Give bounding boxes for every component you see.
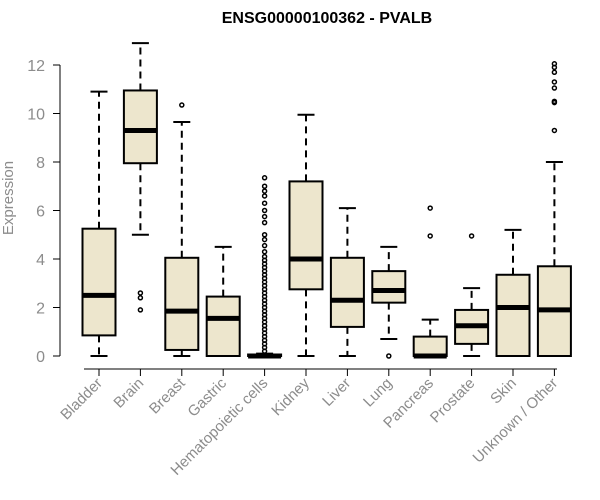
box-group [412,205,448,359]
y-tick-label: 4 [36,252,45,269]
outlier-point [261,200,268,206]
outlier-point [551,98,558,105]
y-tick-label: 6 [36,204,45,221]
outlier-point [551,85,558,91]
outlier-point [468,233,475,239]
outlier-point [261,253,268,260]
outlier-point [137,307,144,313]
box-group [454,233,490,357]
box-group [288,113,324,357]
box [164,256,200,351]
outlier-point [551,69,558,76]
y-tick-label: 8 [36,155,45,172]
outlier-point [261,242,268,249]
y-tick-label: 2 [36,301,45,318]
outlier-point [261,236,268,243]
x-tick-label: Prostate [427,375,479,427]
outlier-point [261,248,268,255]
box-group [205,245,241,357]
chart-title: ENSG00000100362 - PVALB [222,10,432,27]
outlier-point [261,232,268,238]
outlier-point [261,188,268,194]
y-tick-label: 12 [27,58,45,75]
box-group [164,102,200,357]
outlier-point [386,353,392,359]
box [371,270,407,304]
outlier-point [137,290,144,296]
box-group [329,207,365,357]
y-ticks: 0 2 4 6 8 10 12 [27,58,60,366]
outlier-point [261,183,268,189]
outlier-point [261,219,268,226]
outlier-point [261,175,268,181]
box [495,273,531,358]
y-tick-label: 10 [27,107,45,124]
x-tick-label: Brain [110,375,147,412]
x-tick-label: Bladder [57,375,106,424]
box [81,227,117,337]
x-tick-label: Lung [360,375,396,411]
outlier-point [427,233,433,239]
outlier-point [427,205,433,211]
x-tick-label: Skin [487,375,520,408]
box [288,180,324,291]
boxes [81,42,572,359]
outlier-point [551,79,558,85]
box-group [81,90,117,357]
box-group [122,42,158,313]
outlier-point [179,102,185,108]
box-group [495,228,531,358]
box [122,89,158,165]
box [329,256,365,328]
outlier-point [551,127,558,134]
y-tick-label: 0 [36,349,45,366]
box-group [536,61,572,357]
outlier-point [551,61,558,67]
outlier-point [261,193,268,199]
x-tick-label: Liver [319,375,354,410]
box [205,295,241,357]
outlier-point [261,213,268,220]
x-tick-label: Breast [146,374,189,417]
box [412,335,448,358]
x-tick-label: Kidney [268,374,313,419]
box-group [247,175,283,359]
outlier-point [137,295,144,301]
box-group [371,245,407,359]
outlier-point [261,207,268,214]
y-axis-label: Expression [0,161,17,235]
